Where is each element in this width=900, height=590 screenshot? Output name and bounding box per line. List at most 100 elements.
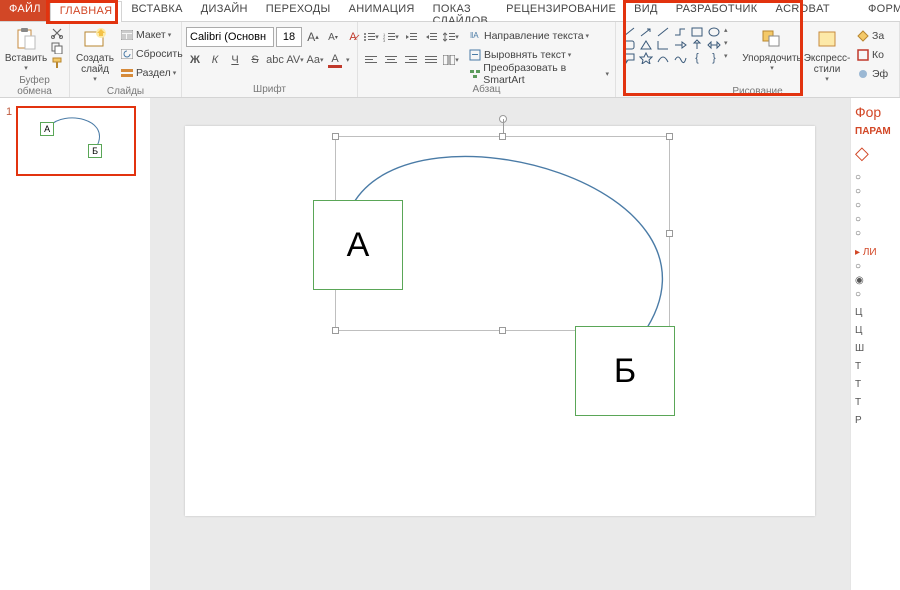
shape-box-a[interactable]: А (313, 200, 403, 290)
group-drawing: ▴ ▾ { } ▾ Упорядочить ▾ (616, 22, 900, 97)
spacing-button[interactable]: AV▾ (286, 51, 304, 69)
bullets-button[interactable]: ▾ (362, 28, 380, 46)
case-button[interactable]: Aa▾ (306, 51, 324, 69)
align-right-button[interactable] (402, 51, 420, 69)
italic-button[interactable]: К (206, 51, 224, 69)
line-spacing-button[interactable]: ▾ (442, 28, 460, 46)
dec-indent-button[interactable] (402, 28, 420, 46)
text-direction-button[interactable]: ‖A Направление текста▾ (466, 27, 611, 45)
box-a-label: А (347, 226, 370, 265)
tab-slideshow[interactable]: ПОКАЗ СЛАЙДОВ (424, 0, 497, 21)
tab-home[interactable]: ГЛАВНАЯ (50, 1, 123, 22)
shape-line2-icon[interactable] (656, 26, 670, 38)
panel-item[interactable]: Р (855, 415, 896, 426)
panel-section: ЛИ (863, 247, 877, 258)
shapes-gallery[interactable]: ▴ ▾ { } ▾ (620, 24, 742, 66)
shape-line-icon[interactable] (622, 26, 636, 38)
gallery-up-icon[interactable]: ▴ (724, 26, 728, 38)
radio-option[interactable]: ○ (855, 186, 896, 197)
shadow-button[interactable]: abc (266, 51, 284, 69)
shape-doublearrow-icon[interactable] (707, 39, 721, 51)
gallery-down-icon[interactable]: ▾ (724, 39, 728, 51)
canvas-area[interactable]: А Б (150, 98, 850, 590)
shape-rect-icon[interactable] (690, 26, 704, 38)
strike-button[interactable]: S (246, 51, 264, 69)
font-color-button[interactable]: A (326, 51, 344, 69)
tab-design[interactable]: ДИЗАЙН (192, 0, 257, 21)
columns-button[interactable]: ▾ (442, 51, 460, 69)
radio-option[interactable]: ○ (855, 214, 896, 225)
layout-button[interactable]: Макет▾ (118, 26, 185, 44)
shape-fill-button[interactable]: За (854, 27, 890, 45)
shape-box-b[interactable]: Б (575, 326, 675, 416)
cut-icon[interactable] (50, 26, 64, 40)
fill-line-icon[interactable]: ◇ (855, 143, 896, 164)
align-left-button[interactable] (362, 51, 380, 69)
copy-icon[interactable] (50, 41, 64, 55)
panel-item[interactable]: Ц (855, 325, 896, 336)
shape-connector-icon[interactable] (673, 26, 687, 38)
radio-option[interactable]: ○ (855, 228, 896, 239)
gallery-more-icon[interactable]: ▾ (724, 52, 728, 64)
radio-option[interactable]: ◉ (855, 275, 896, 286)
shape-curve-icon[interactable] (673, 52, 687, 64)
thumb-box-b: Б (88, 144, 102, 158)
slide-thumbnail[interactable]: А Б (16, 106, 136, 176)
shape-roundrect-icon[interactable] (622, 39, 636, 51)
panel-item[interactable]: Т (855, 379, 896, 390)
smartart-button[interactable]: Преобразовать в SmartArt▾ (466, 65, 611, 83)
panel-item[interactable]: Ц (855, 307, 896, 318)
panel-item[interactable]: Т (855, 397, 896, 408)
paste-button[interactable]: Вставить ▾ (4, 24, 48, 74)
new-slide-button[interactable]: Создать слайд ▾ (74, 24, 116, 85)
grow-font-button[interactable]: A▴ (304, 28, 322, 46)
shape-brace-r-icon[interactable]: } (707, 52, 721, 64)
font-size-select[interactable] (276, 27, 302, 47)
radio-option[interactable]: ○ (855, 261, 896, 272)
shape-arc-icon[interactable] (656, 52, 670, 64)
underline-button[interactable]: Ч (226, 51, 244, 69)
panel-item[interactable]: Т (855, 361, 896, 372)
shape-outline-button[interactable]: Ко (854, 46, 890, 64)
justify-button[interactable] (422, 51, 440, 69)
shape-effects-button[interactable]: Эф (854, 65, 890, 83)
arrange-button[interactable]: Упорядочить ▾ (744, 24, 800, 74)
tab-transitions[interactable]: ПЕРЕХОДЫ (257, 0, 340, 21)
shape-elbow-icon[interactable] (656, 39, 670, 51)
bold-button[interactable]: Ж (186, 51, 204, 69)
arrange-label: Упорядочить (742, 53, 802, 64)
radio-option[interactable]: ○ (855, 289, 896, 300)
panel-item[interactable]: Ш (855, 343, 896, 354)
font-name-select[interactable] (186, 27, 274, 47)
shape-uparrow-icon[interactable] (690, 39, 704, 51)
section-button[interactable]: Раздел▾ (118, 64, 185, 82)
shape-triangle-icon[interactable] (639, 39, 653, 51)
shape-arrow2-icon[interactable] (673, 39, 687, 51)
caret-icon[interactable]: ▾ (346, 56, 350, 64)
tab-view[interactable]: ВИД (625, 0, 667, 21)
reset-button[interactable]: Сбросить (118, 45, 185, 63)
align-center-button[interactable] (382, 51, 400, 69)
shape-star-icon[interactable] (639, 52, 653, 64)
svg-text:‖A: ‖A (470, 31, 479, 40)
shape-arrow-icon[interactable] (639, 26, 653, 38)
ribbon-tabs: ФАЙЛ ГЛАВНАЯ ВСТАВКА ДИЗАЙН ПЕРЕХОДЫ АНИ… (0, 0, 900, 22)
quick-styles-button[interactable]: Экспресс-стили ▾ (802, 24, 852, 85)
shape-brace-l-icon[interactable]: { (690, 52, 704, 64)
tab-file[interactable]: ФАЙЛ (0, 0, 50, 21)
tab-acrobat[interactable]: ACROBAT (766, 0, 838, 21)
format-painter-icon[interactable] (50, 56, 64, 70)
tab-format[interactable]: ФОРМАТ (859, 0, 900, 21)
shape-speech-icon[interactable] (622, 52, 636, 64)
shape-oval-icon[interactable] (707, 26, 721, 38)
shrink-font-button[interactable]: A▾ (324, 28, 342, 46)
numbering-button[interactable]: 123▾ (382, 28, 400, 46)
radio-option[interactable]: ○ (855, 172, 896, 183)
tab-developer[interactable]: РАЗРАБОТЧИК (667, 0, 767, 21)
slide[interactable]: А Б (185, 126, 815, 516)
inc-indent-button[interactable] (422, 28, 440, 46)
tab-insert[interactable]: ВСТАВКА (122, 0, 191, 21)
tab-animation[interactable]: АНИМАЦИЯ (340, 0, 424, 21)
tab-review[interactable]: РЕЦЕНЗИРОВАНИЕ (497, 0, 625, 21)
radio-option[interactable]: ○ (855, 200, 896, 211)
